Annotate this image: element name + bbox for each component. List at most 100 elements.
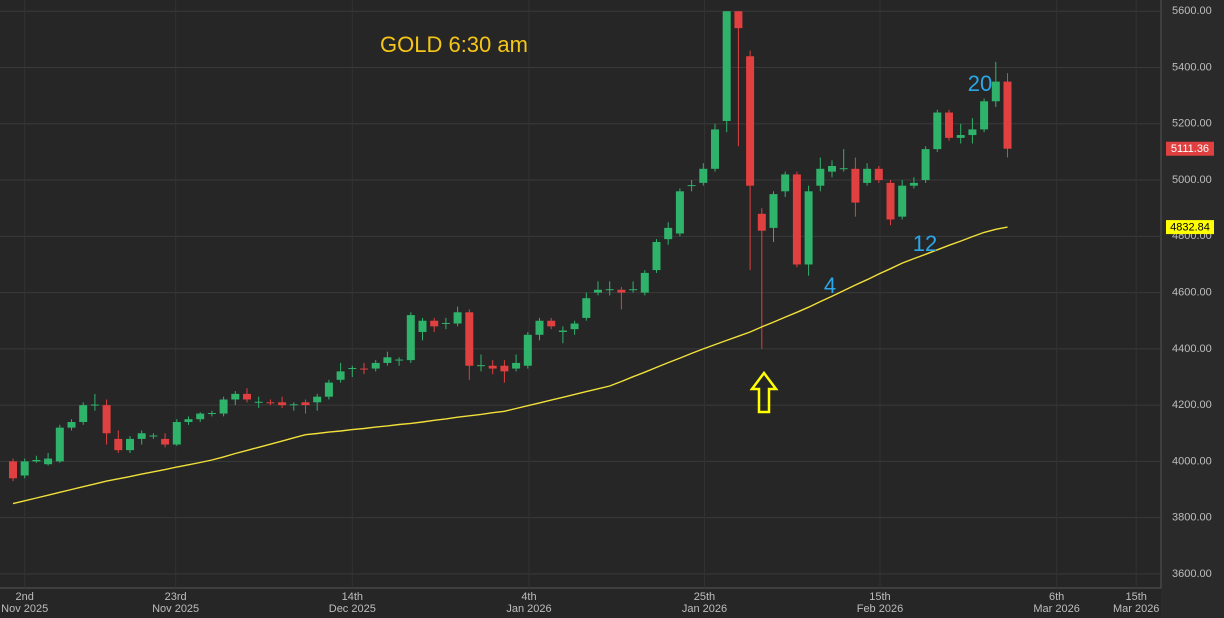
price-label-box (1166, 141, 1214, 156)
candle-body (55, 427, 64, 462)
candle-body (90, 404, 99, 406)
candle-body (746, 56, 755, 186)
candle-body (804, 191, 813, 265)
candle-body (453, 312, 462, 324)
candle-body (207, 413, 216, 415)
candle-body (523, 334, 532, 366)
candle-body (769, 194, 778, 228)
x-tick-label: 15th (869, 591, 890, 603)
y-tick-label: 3800.00 (1172, 512, 1212, 524)
chart-title: GOLD 6:30 am (380, 32, 528, 57)
x-tick-label: 25th (694, 591, 715, 603)
x-tick-sublabel: Nov 2025 (152, 603, 199, 615)
candle-body (184, 419, 193, 423)
x-tick-label: 14th (342, 591, 363, 603)
annotation: 12 (913, 231, 937, 256)
candle-body (79, 405, 88, 423)
x-tick-sublabel: Mar 2026 (1113, 603, 1159, 615)
candle-body (921, 149, 930, 181)
candle-body (640, 272, 649, 293)
candle-body (500, 365, 509, 372)
candle-body (909, 182, 918, 186)
candle-body (20, 461, 29, 476)
candle-body (675, 191, 684, 234)
candle-body (465, 312, 474, 366)
candle-body (137, 433, 146, 439)
y-axis-panel (1161, 0, 1224, 618)
candle-body (886, 182, 895, 220)
x-tick-sublabel: Dec 2025 (329, 603, 376, 615)
candle-body (418, 320, 427, 332)
candle-body (594, 289, 602, 293)
price-label: 4832.84 (1170, 221, 1210, 233)
y-tick-label: 4400.00 (1172, 343, 1212, 355)
price-label: 5111.36 (1171, 143, 1209, 155)
candle-body (219, 399, 228, 414)
x-tick-sublabel: Jan 2026 (682, 603, 727, 615)
candle-body (734, 11, 743, 29)
candle-body (863, 168, 872, 183)
candle-body (781, 174, 790, 192)
candle-body (816, 168, 825, 186)
candle-body (547, 320, 556, 327)
candle-body (406, 315, 415, 361)
x-tick-sublabel: Nov 2025 (1, 603, 48, 615)
x-tick-sublabel: Feb 2026 (857, 603, 903, 615)
candle-body (699, 168, 708, 183)
candle-body (488, 365, 497, 369)
candle-body (336, 371, 345, 380)
candle-body (102, 405, 111, 434)
annotation: 20 (968, 71, 992, 96)
candle-body (383, 357, 392, 363)
candle-body (348, 367, 357, 369)
candle-body (67, 422, 76, 428)
x-tick-label: 2nd (16, 591, 34, 603)
candle-body (278, 402, 287, 406)
candle-body (664, 227, 673, 240)
arrow (749, 370, 779, 414)
candle-body (874, 168, 883, 181)
candle-body (172, 422, 181, 445)
x-tick-sublabel: Jan 2026 (506, 603, 551, 615)
candle-body (1003, 81, 1012, 149)
candle-body (757, 213, 766, 231)
candle-body (558, 330, 567, 332)
candle-body (32, 459, 41, 462)
candle-body (605, 289, 614, 291)
candle-body (441, 322, 450, 324)
candle-body (956, 135, 965, 138)
candle-body (289, 404, 298, 406)
grid (0, 0, 1161, 588)
candle-body (313, 396, 322, 403)
y-tick-label: 4600.00 (1172, 286, 1212, 298)
candle-body (430, 320, 439, 327)
candle-body (9, 461, 17, 479)
candle-body (570, 323, 579, 330)
x-tick-label: 15th (1125, 591, 1146, 603)
y-tick-label: 5600.00 (1172, 5, 1212, 17)
candle-body (301, 402, 310, 406)
candle-body (839, 168, 848, 170)
y-tick-label: 4200.00 (1172, 399, 1212, 411)
candle-body (231, 393, 240, 400)
candle-body (933, 112, 942, 150)
candle-body (652, 241, 661, 271)
x-tick-label: 4th (521, 591, 536, 603)
candle-body (324, 382, 333, 397)
candle-body (980, 101, 989, 130)
candle-body (266, 402, 275, 404)
candle-body (149, 435, 158, 437)
candle-body (792, 174, 801, 265)
candle-body (477, 365, 485, 367)
candle-body (243, 393, 251, 400)
candle-body (395, 359, 404, 361)
candle-body (629, 289, 638, 291)
plot (9, 11, 1012, 505)
x-tick-sublabel: Mar 2026 (1033, 603, 1079, 615)
candle-body (968, 129, 977, 136)
candle-body (360, 368, 368, 370)
candle-body (617, 289, 626, 293)
y-tick-label: 3600.00 (1172, 568, 1212, 580)
